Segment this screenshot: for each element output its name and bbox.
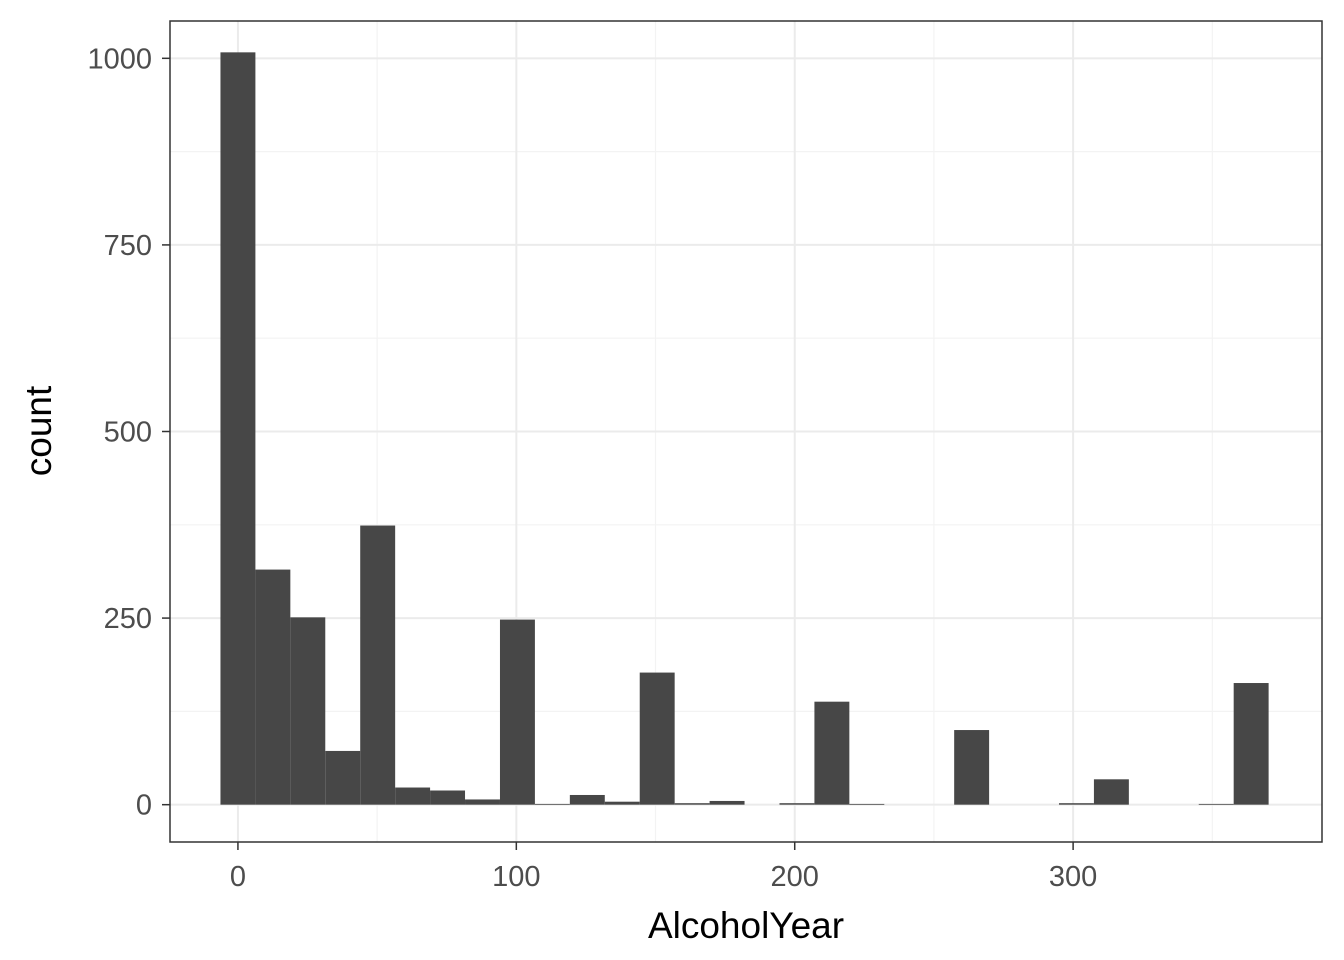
x-tick-label: 0: [230, 861, 246, 893]
histogram-bar: [604, 801, 640, 805]
histogram-bar: [395, 787, 431, 805]
histogram-bar: [360, 525, 396, 805]
histogram-bar: [465, 799, 500, 805]
histogram-bar: [1233, 683, 1269, 805]
x-tick-label: 300: [1049, 861, 1097, 893]
y-tick-label: 1000: [87, 43, 152, 75]
y-tick-label: 0: [136, 790, 152, 822]
y-tick-label: 750: [104, 230, 152, 262]
histogram-bar: [569, 794, 605, 805]
histogram-bar: [325, 750, 361, 805]
histogram-bar: [779, 803, 815, 805]
x-axis-title: AlcoholYear: [648, 905, 844, 946]
histogram-bars: [220, 52, 1269, 805]
histogram-bar: [499, 619, 535, 805]
x-tick-label: 200: [771, 861, 819, 893]
histogram-bar: [849, 803, 885, 805]
y-tick-label: 250: [104, 603, 152, 635]
x-axis-tick-labels: 0 100 200 300: [230, 861, 1097, 893]
y-tick-label: 500: [104, 417, 152, 449]
x-tick-label: 100: [492, 861, 540, 893]
y-axis-title: count: [18, 385, 59, 476]
histogram-bar: [255, 569, 291, 805]
histogram-bar: [534, 803, 570, 805]
histogram-bar: [1093, 779, 1129, 805]
axis-ticks: [162, 57, 1074, 850]
histogram-bar: [430, 790, 466, 805]
histogram-bar: [639, 672, 675, 805]
histogram-bar: [220, 52, 256, 805]
histogram-bar: [290, 617, 326, 805]
histogram-bar: [954, 730, 990, 805]
y-axis-tick-labels: 0 250 500 750 1000: [87, 43, 152, 821]
histogram-bar: [1198, 803, 1234, 805]
histogram-bar: [1058, 803, 1094, 805]
histogram-bar: [674, 803, 710, 805]
histogram-bar: [814, 701, 850, 805]
histogram-bar: [709, 800, 745, 805]
